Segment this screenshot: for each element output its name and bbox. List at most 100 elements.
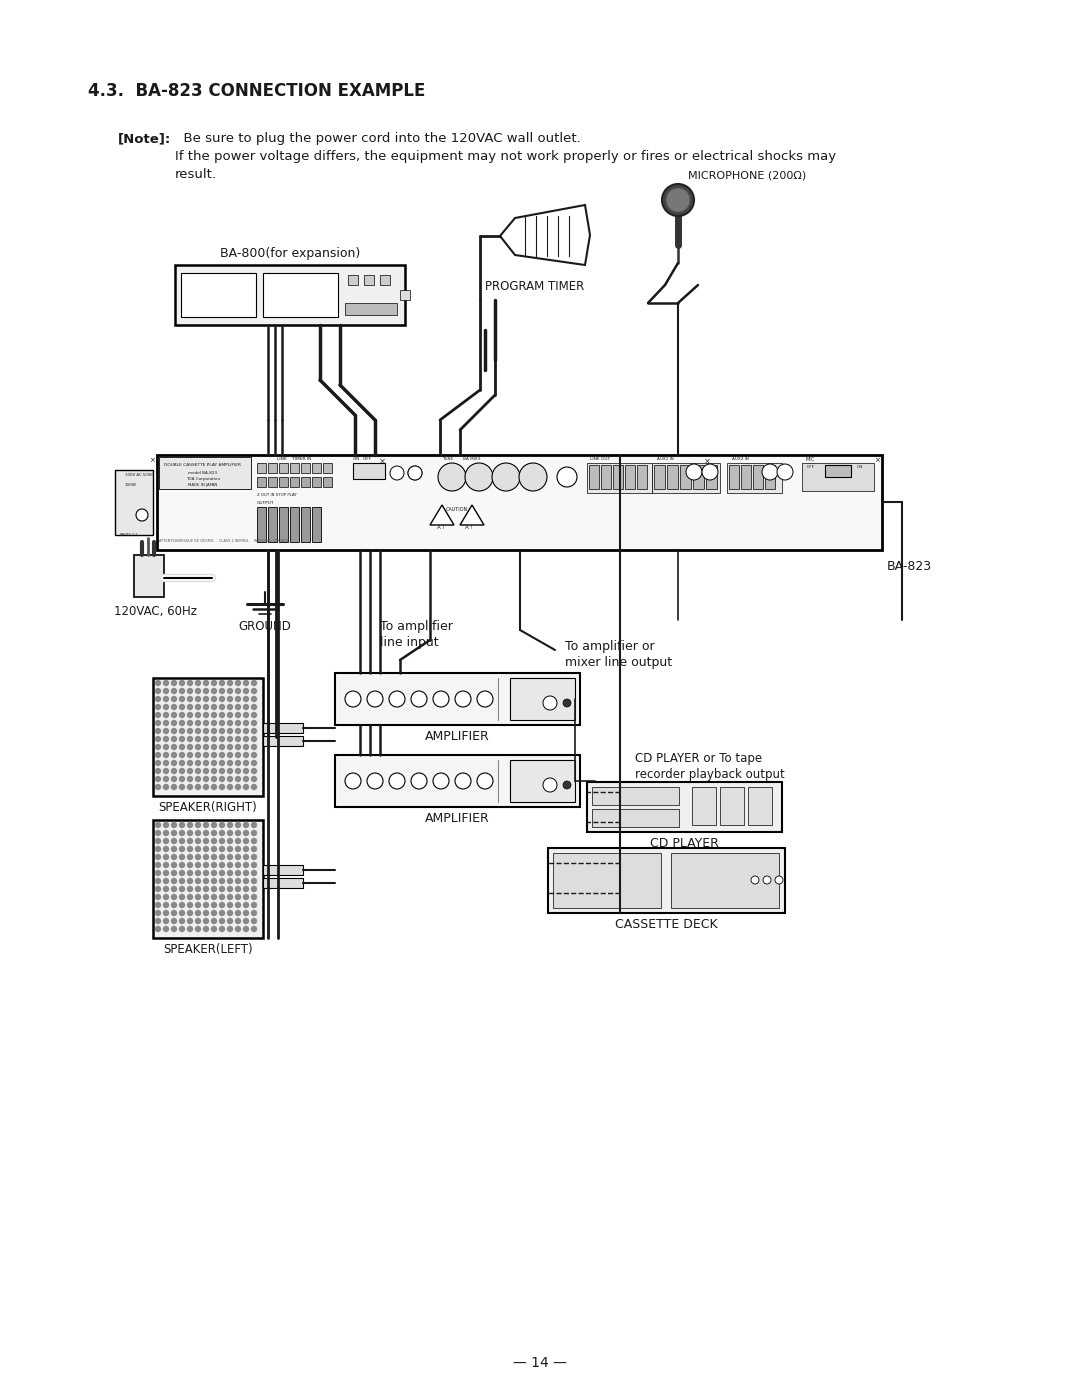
Text: AMPLIFIER: AMPLIFIER	[424, 812, 489, 826]
Circle shape	[219, 752, 225, 759]
Circle shape	[179, 870, 185, 876]
Circle shape	[243, 902, 249, 908]
Circle shape	[195, 752, 201, 759]
Text: MIC: MIC	[805, 457, 814, 462]
Bar	[765, 465, 775, 489]
Circle shape	[203, 784, 210, 789]
Circle shape	[171, 918, 177, 923]
Circle shape	[219, 918, 225, 923]
Bar	[680, 465, 691, 489]
Circle shape	[171, 854, 177, 861]
Circle shape	[163, 736, 168, 742]
Text: CAUTION: CAUTION	[446, 507, 468, 511]
Circle shape	[251, 862, 257, 868]
Circle shape	[227, 830, 233, 835]
Circle shape	[156, 902, 161, 908]
Circle shape	[211, 854, 217, 861]
Circle shape	[171, 704, 177, 710]
Circle shape	[187, 870, 193, 876]
Circle shape	[227, 784, 233, 789]
Bar	[335, 673, 580, 725]
Circle shape	[251, 830, 257, 835]
Circle shape	[243, 704, 249, 710]
Circle shape	[243, 784, 249, 789]
Circle shape	[171, 680, 177, 686]
Circle shape	[156, 687, 161, 694]
Circle shape	[235, 768, 241, 774]
Circle shape	[156, 909, 161, 916]
Circle shape	[195, 687, 201, 694]
Circle shape	[227, 870, 233, 876]
Circle shape	[243, 712, 249, 718]
Circle shape	[156, 821, 161, 828]
Circle shape	[235, 728, 241, 733]
Circle shape	[243, 821, 249, 828]
Circle shape	[211, 847, 217, 852]
Bar	[589, 465, 599, 489]
Circle shape	[163, 687, 168, 694]
Bar	[613, 465, 623, 489]
Text: SPEAKER(LEFT): SPEAKER(LEFT)	[163, 943, 253, 956]
Circle shape	[203, 854, 210, 861]
Circle shape	[195, 830, 201, 835]
Circle shape	[203, 704, 210, 710]
Circle shape	[187, 752, 193, 759]
Circle shape	[171, 862, 177, 868]
Circle shape	[219, 902, 225, 908]
Circle shape	[477, 692, 492, 707]
Text: If the power voltage differs, the equipment may not work properly or fires or el: If the power voltage differs, the equipm…	[175, 149, 836, 163]
Circle shape	[211, 821, 217, 828]
Circle shape	[179, 728, 185, 733]
Circle shape	[243, 877, 249, 884]
Circle shape	[227, 728, 233, 733]
Circle shape	[171, 894, 177, 900]
Circle shape	[557, 467, 577, 488]
Circle shape	[235, 909, 241, 916]
Circle shape	[203, 847, 210, 852]
Circle shape	[179, 847, 185, 852]
Circle shape	[211, 719, 217, 726]
Text: 4.3.  BA-823 CONNECTION EXAMPLE: 4.3. BA-823 CONNECTION EXAMPLE	[87, 82, 426, 101]
Circle shape	[235, 696, 241, 703]
Circle shape	[235, 821, 241, 828]
Circle shape	[187, 704, 193, 710]
Text: GROUND: GROUND	[239, 620, 292, 633]
Bar	[279, 462, 288, 474]
Circle shape	[235, 870, 241, 876]
Bar	[291, 462, 299, 474]
Circle shape	[179, 719, 185, 726]
Bar	[301, 476, 310, 488]
Polygon shape	[460, 504, 484, 525]
Circle shape	[251, 680, 257, 686]
Circle shape	[163, 838, 168, 844]
Circle shape	[171, 784, 177, 789]
Circle shape	[179, 745, 185, 750]
Circle shape	[243, 894, 249, 900]
Circle shape	[211, 768, 217, 774]
Circle shape	[156, 760, 161, 766]
Circle shape	[243, 775, 249, 782]
Circle shape	[227, 909, 233, 916]
Circle shape	[203, 926, 210, 932]
Circle shape	[163, 696, 168, 703]
Circle shape	[195, 862, 201, 868]
Circle shape	[171, 886, 177, 893]
Circle shape	[235, 854, 241, 861]
Circle shape	[227, 719, 233, 726]
Circle shape	[179, 902, 185, 908]
Circle shape	[243, 768, 249, 774]
Circle shape	[227, 918, 233, 923]
Circle shape	[171, 712, 177, 718]
Circle shape	[195, 894, 201, 900]
Text: CD PLAYER or To tape: CD PLAYER or To tape	[635, 752, 762, 766]
Circle shape	[187, 760, 193, 766]
Circle shape	[243, 760, 249, 766]
Circle shape	[187, 821, 193, 828]
Circle shape	[195, 768, 201, 774]
Bar	[279, 476, 288, 488]
Circle shape	[187, 745, 193, 750]
Circle shape	[195, 854, 201, 861]
Bar	[667, 465, 678, 489]
Text: CD PLAYER: CD PLAYER	[649, 837, 718, 849]
Circle shape	[171, 736, 177, 742]
